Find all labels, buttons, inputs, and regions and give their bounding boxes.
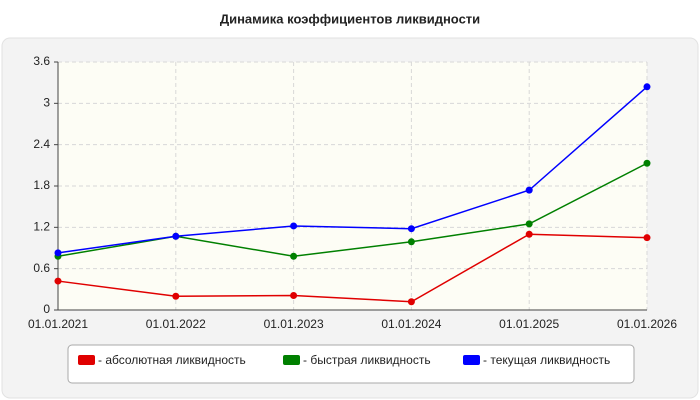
point: [54, 249, 62, 257]
chart-title: Динамика коэффициентов ликвидности: [220, 11, 480, 26]
point: [525, 230, 533, 238]
x-tick-label: 01.01.2026: [617, 317, 677, 331]
legend-label: - текущая ликвидность: [483, 353, 610, 367]
point: [172, 292, 180, 300]
point: [407, 298, 415, 306]
series-line: [57, 233, 648, 303]
point: [643, 83, 651, 91]
point: [172, 232, 180, 240]
point: [290, 222, 298, 230]
x-tick-label: 01.01.2024: [381, 317, 441, 331]
legend-label: - абсолютная ликвидность: [98, 353, 246, 367]
legend-label: - быстрая ликвидность: [303, 353, 431, 367]
series-line: [57, 86, 648, 254]
y-tick-label: 1.8: [33, 178, 50, 192]
point: [643, 234, 651, 242]
y-tick-label: 2.4: [33, 137, 50, 151]
point: [290, 252, 298, 260]
x-tick-label: 01.01.2021: [28, 317, 88, 331]
legend-swatch: [463, 355, 480, 365]
legend-swatch: [283, 355, 300, 365]
y-tick-label: 0.6: [33, 261, 50, 275]
y-tick-label: 0: [43, 302, 50, 316]
y-tick-label: 1.2: [33, 220, 50, 234]
point: [290, 292, 298, 300]
point: [407, 238, 415, 246]
x-tick-label: 01.01.2023: [264, 317, 324, 331]
y-tick-label: 3: [43, 96, 50, 110]
point: [54, 277, 62, 285]
y-tick-label: 3.6: [33, 54, 50, 68]
point: [407, 225, 415, 233]
point: [525, 186, 533, 194]
point: [525, 220, 533, 228]
x-tick-label: 01.01.2025: [499, 317, 559, 331]
legend-swatch: [78, 355, 95, 365]
point: [643, 159, 651, 167]
legend: [67, 344, 635, 384]
x-tick-label: 01.01.2022: [146, 317, 206, 331]
